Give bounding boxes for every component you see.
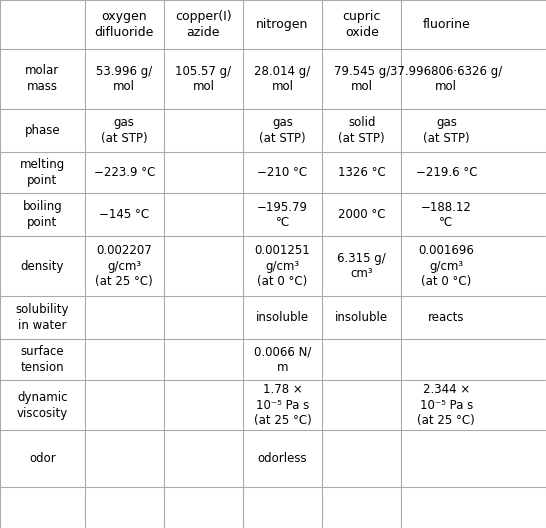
Text: oxygen
difluoride: oxygen difluoride [94,10,154,39]
Text: 37.996806·6326 g/
mol: 37.996806·6326 g/ mol [390,64,502,93]
Text: 53.996 g/
mol: 53.996 g/ mol [96,64,152,93]
Text: fluorine: fluorine [423,18,470,31]
Text: gas
(at STP): gas (at STP) [423,116,470,145]
Text: melting
point: melting point [20,158,65,187]
Text: −188.12
°C: −188.12 °C [421,201,472,229]
Text: solid
(at STP): solid (at STP) [339,116,385,145]
Text: odorless: odorless [258,452,307,465]
Text: reacts: reacts [428,310,465,324]
Text: odor: odor [29,452,56,465]
Text: gas
(at STP): gas (at STP) [101,116,147,145]
Text: 28.014 g/
mol: 28.014 g/ mol [254,64,311,93]
Text: molar
mass: molar mass [25,64,60,93]
Text: 0.001696
g/cm³
(at 0 °C): 0.001696 g/cm³ (at 0 °C) [418,244,474,288]
Text: insoluble: insoluble [335,310,388,324]
Text: phase: phase [25,124,60,137]
Text: nitrogen: nitrogen [257,18,308,31]
Text: copper(I)
azide: copper(I) azide [175,10,232,39]
Text: −145 °C: −145 °C [99,209,149,221]
Text: 6.315 g/
cm³: 6.315 g/ cm³ [337,252,386,280]
Text: 0.0066 N/
m: 0.0066 N/ m [254,345,311,373]
Text: density: density [21,259,64,272]
Text: cupric
oxide: cupric oxide [342,10,381,39]
Text: −223.9 °C: −223.9 °C [93,166,155,179]
Text: insoluble: insoluble [256,310,309,324]
Text: 2000 °C: 2000 °C [338,209,385,221]
Text: 2.344 ×
10⁻⁵ Pa s
(at 25 °C): 2.344 × 10⁻⁵ Pa s (at 25 °C) [418,383,475,427]
Text: 0.002207
g/cm³
(at 25 °C): 0.002207 g/cm³ (at 25 °C) [96,244,153,288]
Text: 105.57 g/
mol: 105.57 g/ mol [175,64,232,93]
Text: −195.79
°C: −195.79 °C [257,201,308,229]
Text: −210 °C: −210 °C [258,166,307,179]
Text: boiling
point: boiling point [22,201,62,230]
Text: gas
(at STP): gas (at STP) [259,116,306,145]
Text: 0.001251
g/cm³
(at 0 °C): 0.001251 g/cm³ (at 0 °C) [254,244,311,288]
Text: surface
tension: surface tension [21,345,64,374]
Text: 1326 °C: 1326 °C [338,166,385,179]
Text: 1.78 ×
10⁻⁵ Pa s
(at 25 °C): 1.78 × 10⁻⁵ Pa s (at 25 °C) [254,383,311,427]
Text: dynamic
viscosity: dynamic viscosity [17,391,68,420]
Text: solubility
in water: solubility in water [16,303,69,332]
Text: 79.545 g/
mol: 79.545 g/ mol [334,64,390,93]
Text: −219.6 °C: −219.6 °C [416,166,477,179]
